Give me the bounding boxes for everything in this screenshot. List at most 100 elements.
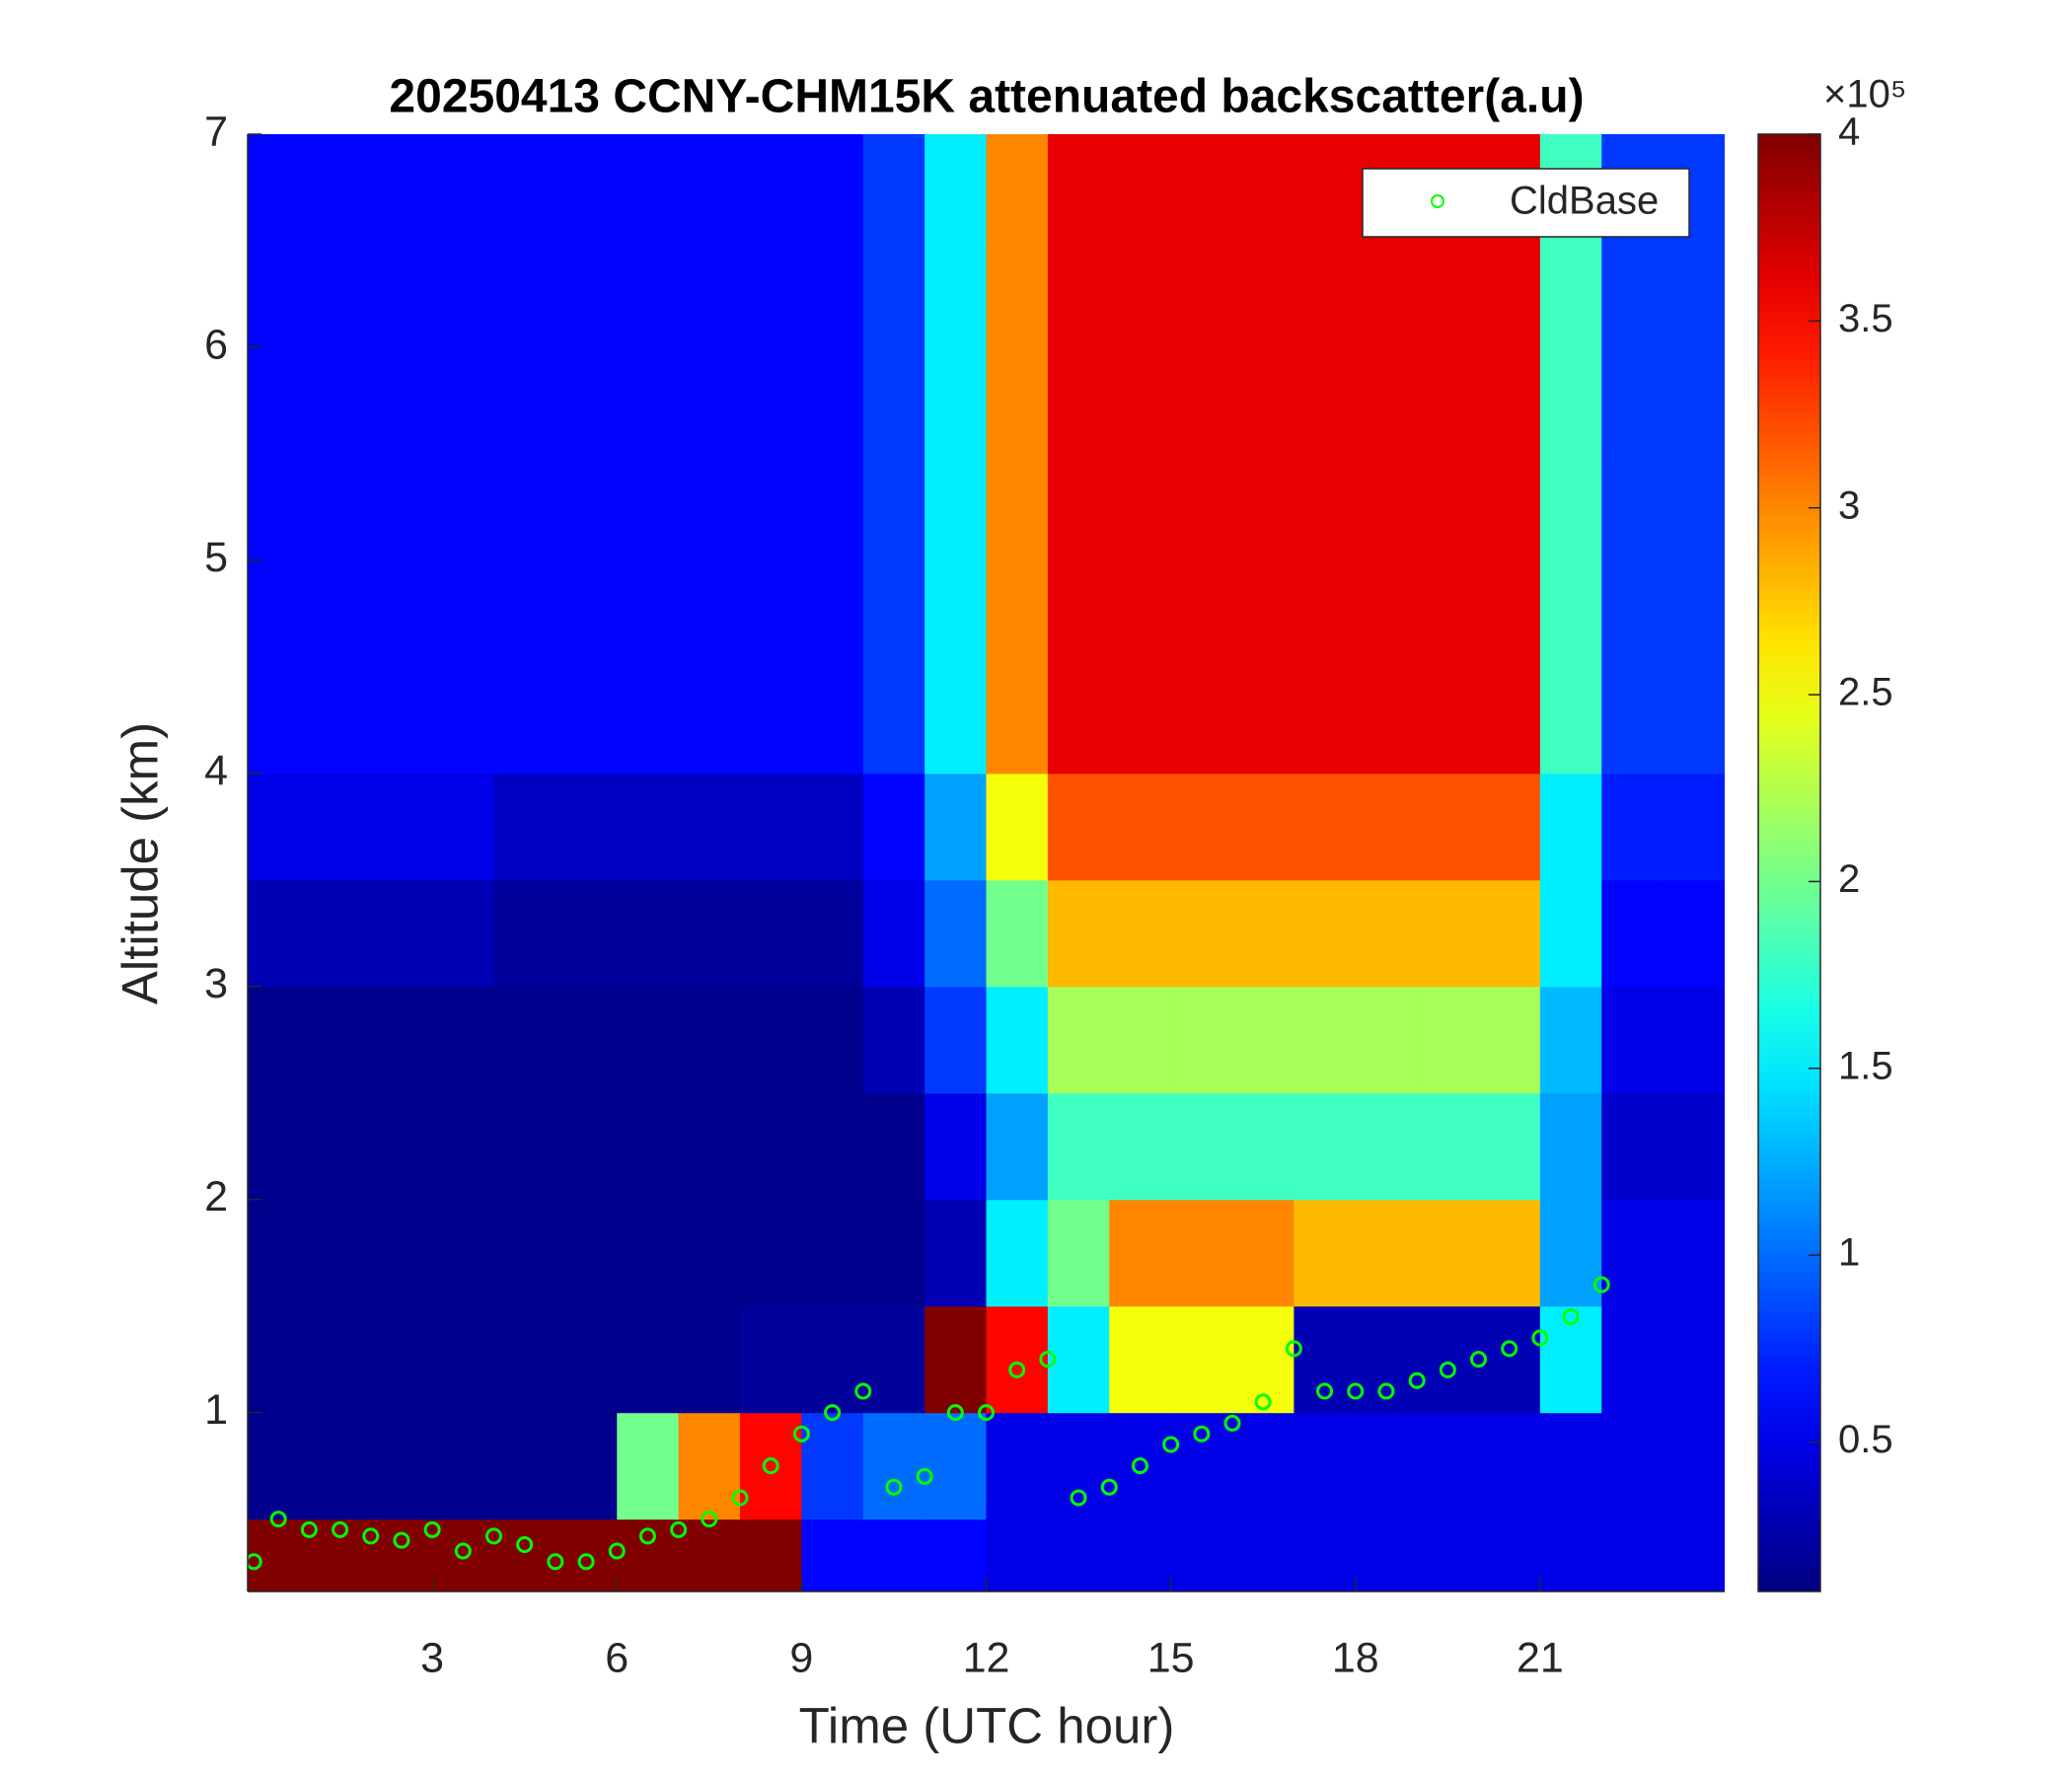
heatmap-cell — [925, 240, 988, 348]
heatmap-cell — [1047, 134, 1110, 242]
heatmap-cell — [555, 879, 618, 988]
heatmap-cell — [1417, 773, 1480, 881]
heatmap-cell — [1478, 773, 1541, 881]
heatmap-cell — [678, 773, 741, 881]
cloud-base-point — [516, 1535, 534, 1553]
heatmap-cell — [925, 986, 988, 1094]
heatmap-cell — [1539, 1092, 1602, 1201]
heatmap-cell — [1539, 1199, 1602, 1307]
heatmap-cell — [1417, 879, 1480, 988]
heatmap-cell — [370, 879, 433, 988]
heatmap-cell — [925, 346, 988, 455]
x-tick-label: 9 — [789, 1634, 813, 1681]
heatmap-cell — [1355, 773, 1418, 881]
heatmap-cell — [1294, 134, 1357, 242]
y-tick-label: 2 — [204, 1173, 228, 1221]
heatmap-cell — [862, 879, 925, 988]
heatmap-cell — [432, 1518, 495, 1591]
heatmap-cell — [925, 1305, 988, 1414]
heatmap-cell — [862, 1412, 925, 1520]
heatmap-cell — [862, 134, 925, 242]
heatmap-cell — [740, 879, 802, 988]
colorbar-tick-label: 3.5 — [1838, 297, 1893, 340]
heatmap-cell — [740, 240, 802, 348]
heatmap-cell — [1294, 1305, 1357, 1414]
cloud-base-point — [454, 1542, 472, 1560]
x-tick-label: 18 — [1332, 1634, 1379, 1681]
heatmap-cell — [1355, 986, 1418, 1094]
heatmap-cell — [617, 1092, 680, 1201]
colorbar-tick-label: 1 — [1838, 1231, 1860, 1275]
heatmap — [248, 134, 1725, 1591]
heatmap-cell — [617, 986, 680, 1094]
heatmap-cell — [1109, 240, 1172, 348]
heatmap-cell — [1663, 1305, 1725, 1414]
heatmap-cell — [1663, 666, 1725, 775]
heatmap-cell — [370, 453, 433, 561]
heatmap-cell — [1232, 240, 1295, 348]
cloud-base-point — [269, 1511, 287, 1528]
cloud-base-point — [423, 1520, 441, 1538]
heatmap-cell — [309, 134, 372, 242]
heatmap-cell — [801, 986, 864, 1094]
colorbar-tick-label: 2 — [1838, 857, 1860, 901]
heatmap-cell — [309, 559, 372, 668]
heatmap-cell — [617, 559, 680, 668]
heatmap-cell — [493, 1518, 556, 1591]
cloud-base-point — [1070, 1489, 1087, 1507]
heatmap-cell — [555, 346, 618, 455]
heatmap-cell — [617, 1199, 680, 1307]
heatmap-cell — [1663, 240, 1725, 348]
heatmap-cell — [801, 453, 864, 561]
heatmap-cell — [1047, 240, 1110, 348]
heatmap-cell — [986, 879, 1049, 988]
heatmap-cell — [1417, 1412, 1480, 1520]
heatmap-cell — [1109, 134, 1172, 242]
heatmap-cell — [248, 666, 310, 775]
heatmap-cell — [370, 773, 433, 881]
heatmap-cell — [1601, 453, 1665, 561]
heatmap-cell — [986, 559, 1049, 668]
legend-box — [1362, 168, 1690, 238]
heatmap-cell — [617, 666, 680, 775]
heatmap-cell — [432, 1305, 495, 1414]
heatmap-cell — [432, 346, 495, 455]
heatmap-cell — [1109, 346, 1172, 455]
heatmap-cell — [1047, 1199, 1110, 1307]
heatmap-cell — [1539, 1518, 1602, 1591]
heatmap-cell — [370, 1092, 433, 1201]
heatmap-cell — [432, 773, 495, 881]
heatmap-cell — [1539, 879, 1602, 988]
legend-marker — [1431, 194, 1444, 208]
heatmap-cell — [1601, 346, 1665, 455]
heatmap-cell — [555, 986, 618, 1094]
heatmap-cell — [248, 1305, 310, 1414]
heatmap-cell — [1663, 986, 1725, 1094]
heatmap-cell — [1601, 1518, 1665, 1591]
heatmap-cell — [801, 1412, 864, 1520]
heatmap-cell — [1478, 666, 1541, 775]
heatmap-cell — [1294, 666, 1357, 775]
heatmap-cell — [1478, 1518, 1541, 1591]
heatmap-cell — [1232, 1199, 1295, 1307]
x-tick-label: 21 — [1517, 1634, 1564, 1681]
heatmap-cell — [1170, 1092, 1233, 1201]
heatmap-cell — [1663, 346, 1725, 455]
heatmap-cell — [740, 1518, 802, 1591]
heatmap-cell — [1478, 240, 1541, 348]
heatmap-cell — [925, 1199, 988, 1307]
heatmap-cell — [801, 1092, 864, 1201]
heatmap-cell — [493, 1305, 556, 1414]
heatmap-cell — [986, 1305, 1049, 1414]
heatmap-cell — [617, 453, 680, 561]
heatmap-cell — [740, 666, 802, 775]
x-tick-label: 12 — [963, 1634, 1010, 1681]
heatmap-cell — [1663, 1092, 1725, 1201]
heatmap-cell — [370, 346, 433, 455]
cloud-base-point — [978, 1404, 995, 1422]
heatmap-cell — [248, 453, 310, 561]
heatmap-cell — [1170, 879, 1233, 988]
heatmap-cell — [740, 453, 802, 561]
heatmap-cell — [555, 1199, 618, 1307]
heatmap-cell — [248, 1412, 310, 1520]
